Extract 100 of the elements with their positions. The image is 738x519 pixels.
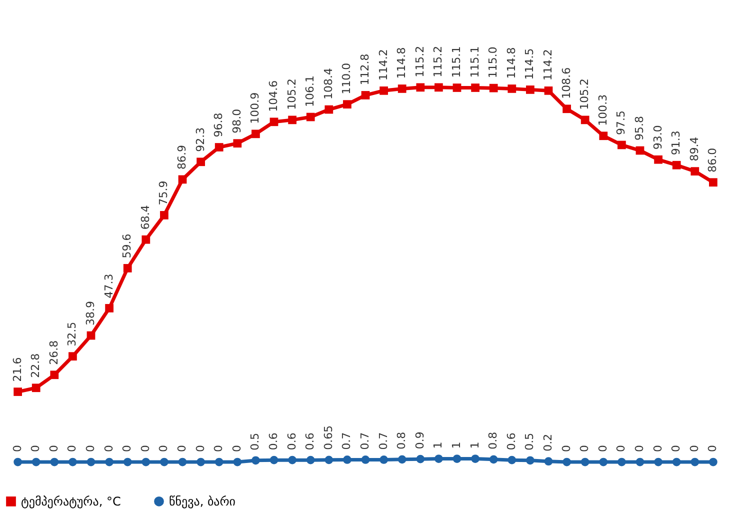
point: [233, 139, 242, 148]
data-label: 97.5: [614, 110, 628, 135]
point: [471, 454, 480, 463]
data-label: 115.0: [486, 46, 500, 78]
data-label: 0: [614, 445, 628, 452]
point: [32, 458, 40, 466]
data-label: 68.4: [138, 205, 152, 230]
point: [233, 458, 242, 466]
data-label: 0.6: [304, 432, 317, 450]
point: [544, 86, 553, 95]
data-label: 0: [212, 445, 226, 452]
data-label: 0: [578, 445, 592, 452]
point: [452, 84, 462, 92]
data-label: 104.6: [267, 80, 280, 112]
data-label: 0: [102, 445, 116, 452]
point: [508, 84, 516, 93]
point: [343, 456, 352, 464]
point: [123, 264, 132, 272]
point: [526, 86, 534, 94]
point: [196, 458, 205, 466]
point: [508, 456, 516, 464]
legend-label: წნევა, ბარი: [169, 494, 236, 508]
data-label: 92.3: [194, 127, 207, 152]
point: [324, 105, 334, 114]
data-label: 115.1: [450, 46, 463, 78]
data-label: 0: [560, 445, 573, 452]
point: [690, 458, 700, 466]
data-label: 0: [176, 445, 189, 452]
point: [306, 112, 315, 122]
point: [690, 167, 700, 176]
point: [288, 456, 296, 464]
point: [434, 454, 443, 463]
data-label: 95.8: [632, 116, 646, 140]
data-label: 0: [29, 445, 42, 452]
data-label: 26.8: [47, 340, 60, 365]
point: [489, 84, 498, 92]
data-label: 0.7: [376, 432, 390, 450]
point: [416, 83, 425, 92]
point: [50, 458, 59, 466]
point: [562, 104, 571, 114]
data-label: 0: [632, 445, 646, 452]
data-label: 0.7: [358, 432, 372, 450]
point: [32, 384, 40, 392]
point: [361, 456, 370, 464]
point: [142, 235, 150, 244]
data-label: 0: [230, 445, 244, 452]
point: [50, 370, 59, 380]
data-label: 115.2: [413, 46, 426, 78]
point: [672, 160, 681, 170]
point: [580, 458, 590, 466]
point: [434, 83, 443, 92]
data-label: 86.0: [706, 148, 720, 172]
data-label: 0: [138, 445, 152, 452]
point: [599, 458, 608, 466]
data-label: 59.6: [120, 234, 134, 258]
point: [544, 457, 553, 466]
point: [672, 458, 681, 466]
data-label: 1: [450, 442, 463, 449]
point: [86, 458, 96, 466]
data-label: 0.8: [486, 432, 500, 450]
point: [270, 456, 278, 464]
data-label: 32.5: [66, 322, 79, 346]
data-label: 86.9: [176, 144, 189, 170]
data-label: 47.3: [102, 274, 116, 298]
data-label: 0.6: [267, 432, 280, 450]
point: [14, 458, 22, 466]
point: [14, 388, 22, 396]
point: [214, 143, 224, 152]
point: [178, 175, 187, 184]
data-label: 105.2: [285, 78, 298, 110]
data-label: 0: [706, 445, 720, 452]
point: [324, 456, 334, 464]
data-label: 110.0: [340, 62, 354, 94]
point: [86, 331, 96, 340]
point: [178, 458, 187, 466]
point: [68, 458, 77, 466]
data-label: 0: [157, 445, 170, 452]
point: [709, 178, 718, 187]
data-label: 108.6: [560, 67, 573, 99]
point: [709, 458, 718, 466]
point: [654, 155, 662, 164]
data-label: 114.8: [395, 47, 408, 79]
data-label: 0.7: [340, 432, 354, 450]
point: [252, 130, 260, 138]
data-label: 96.8: [212, 112, 226, 138]
data-label: 0.6: [504, 432, 518, 450]
point: [105, 458, 114, 466]
point: [142, 458, 150, 466]
point: [270, 118, 278, 126]
point: [452, 454, 462, 463]
data-label: 22.8: [29, 353, 42, 378]
point: [160, 458, 168, 466]
data-label: 89.4: [688, 136, 701, 162]
data-label: 0: [596, 445, 610, 452]
data-label: 38.9: [84, 301, 98, 326]
data-label: 0: [84, 445, 98, 452]
point: [580, 116, 590, 124]
data-label: 75.9: [157, 180, 170, 206]
data-label: 0.8: [395, 432, 408, 450]
data-label: 98.0: [230, 108, 244, 134]
